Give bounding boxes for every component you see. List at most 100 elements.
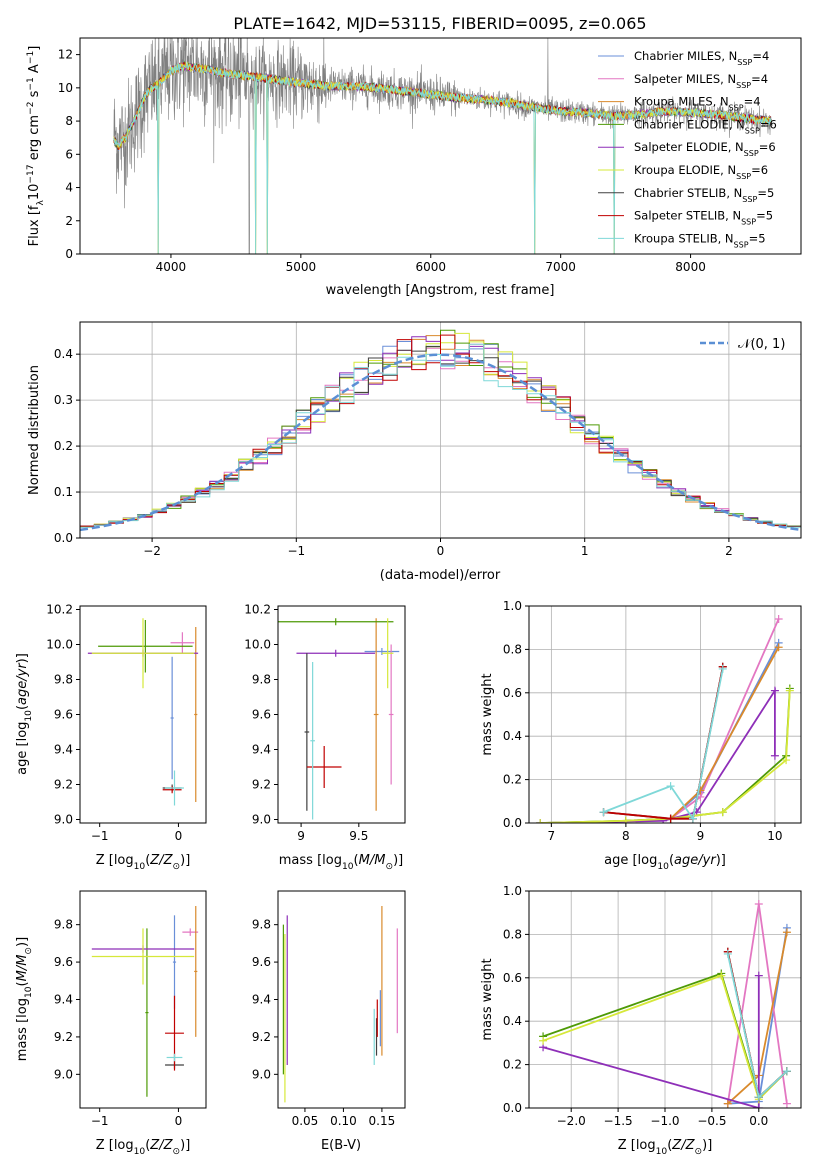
x-axis-label: Z [log10(Z/Z⊙)] [618,1138,713,1157]
age-vs-mass-axes-plot-area [278,618,400,820]
y-tick-label: 9.8 [54,673,73,687]
x-axis-label: age [log10(age/yr)] [604,853,726,872]
y-tick-label: 9.4 [54,993,73,1007]
y-tick-label: 0.4 [503,1014,522,1028]
x-axis-label: Z [log10(Z/Z⊙)] [96,1138,191,1157]
legend: Chabrier MILES, NSSP=4 Salpeter MILES, NS… [598,49,777,249]
weight-line-3 [540,688,791,823]
y-tick-label: 9.0 [54,813,73,827]
y-tick-label: 9.6 [54,708,73,722]
weight-marker [599,808,608,817]
y-tick-label: 0.6 [503,971,522,985]
y-axis-label: Flux [fλ10−17 erg cm−2 s−1 A−1] [26,46,46,247]
x-tick-label: 0 [175,1114,183,1128]
weight-line-7 [603,666,724,820]
weight-line-4 [542,975,760,1108]
y-tick-label: 0.0 [503,1101,522,1115]
y-axis-label: mass weight [480,958,495,1040]
y-tick-label: 10.2 [244,603,271,617]
legend-label: Salpeter MILES, NSSP=4 [634,72,768,90]
weight-marker [688,814,697,823]
histogram-series-8 [80,343,801,529]
y-tick-label: 0.1 [54,485,73,499]
weight-marker [717,971,726,980]
mass-weight-vs-age-axes-plot-area [536,615,794,823]
legend-label: Chabrier STELIB, NSSP=5 [634,186,774,204]
weight-marker [539,1036,548,1045]
y-tick-label: 10.2 [46,603,73,617]
x-tick-label: 5000 [286,260,317,274]
y-tick-label: 0 [65,247,73,261]
axes-frame [79,890,207,1109]
legend-label: Chabrier ELODIE, NSSP=6 [634,117,777,135]
y-tick-label: 9.0 [54,1067,73,1081]
x-tick-label: 9 [697,829,705,843]
gaussian-curve [80,353,801,532]
y-tick-label: 9.6 [54,955,73,969]
y-tick-label: 0.4 [503,729,522,743]
weight-marker [723,949,732,958]
residuals-axes-plot-area [80,329,801,532]
x-axis-label: (data-model)/error [380,568,501,583]
y-tick-label: 0.0 [503,816,522,830]
residuals-axes: −2 −1 0 1 2 0.0 0.1 0.2 0.3 0.4 𝒩(0, 1) (data-model… [27,321,802,583]
x-tick-label: 8 [622,829,630,843]
y-tick-label: 9.6 [252,708,271,722]
y-tick-label: 9.4 [54,743,73,757]
y-tick-label: 9.0 [252,1067,271,1081]
mass-weight-vs-Z-axes-plot-area [539,900,791,1108]
y-axis-label: age [log10(age/yr)] [15,653,34,775]
mass-vs-Z-axes: −1 0 9.0 9.2 9.4 9.6 9.8 Z [log10(Z/Z⊙)] mass [l… [15,890,207,1157]
weight-marker [782,756,791,765]
mass-weight-vs-age-axes: 7 8 9 10 0.0 0.2 0.4 0.6 0.8 1.0 mass weight age [l… [480,599,802,872]
legend-label: Kroupa STELIB, NSSP=5 [634,231,766,249]
legend-gauss-label: 𝒩(0, 1) [738,337,785,352]
weight-marker [754,1093,763,1102]
mass-vs-ebv-axes-plot-area [282,905,398,1103]
figure-title: PLATE=1642, MJD=53115, FIBERID=0095, z=0… [233,14,646,33]
y-axis-label: mass [log10(M/M⊙)] [15,937,34,1061]
weight-marker [621,816,630,823]
y-tick-label: 8 [65,114,73,128]
weight-line-8 [603,668,724,821]
y-tick-label: 9.8 [54,918,73,932]
y-tick-label: 9.2 [252,778,271,792]
y-tick-label: 2 [65,214,73,228]
y-tick-label: 0.2 [503,773,522,787]
y-tick-label: 0.0 [54,531,73,545]
y-tick-label: 9.6 [252,955,271,969]
x-tick-label: 0.0 [749,1114,768,1128]
x-tick-label: −1.5 [604,1114,633,1128]
x-tick-label: −1 [287,544,305,558]
weight-marker [770,751,779,760]
x-axis-label: wavelength [Angstrom, rest frame] [326,283,555,298]
y-tick-label: 0.6 [503,686,522,700]
age-vs-Z-axes-plot-area [87,618,199,806]
age-vs-Z-axes: −1 0 9.0 9.2 9.4 9.6 9.8 10.0 10.2 Z [log10(Z/Z⊙)… [15,603,207,872]
x-tick-label: −2.0 [557,1114,586,1128]
weight-marker [782,928,791,937]
legend-label: Salpeter STELIB, NSSP=5 [634,209,773,227]
y-tick-label: 9.2 [54,778,73,792]
legend-label: Kroupa MILES, NSSP=4 [634,95,761,113]
axes-frame [277,890,406,1109]
x-tick-label: 0 [437,544,445,558]
x-tick-label: −0.5 [697,1114,726,1128]
x-tick-label: 0.15 [369,1114,396,1128]
x-axis-label: mass [log10(M/M⊙)] [279,853,403,872]
weight-marker [536,819,545,823]
weight-line-2 [727,932,788,1105]
weight-marker [754,1104,763,1108]
x-tick-label: 0.10 [330,1114,357,1128]
weight-marker [785,686,794,695]
weight-marker [754,900,763,909]
x-tick-label: −1 [91,829,109,843]
y-tick-label: 10.0 [46,638,73,652]
weight-marker [782,1099,791,1108]
x-axis-label: E(B-V) [321,1138,361,1153]
weight-marker [774,615,783,624]
weight-marker [666,782,675,791]
y-tick-label: 0.2 [54,439,73,453]
y-tick-label: 0.8 [503,642,522,656]
